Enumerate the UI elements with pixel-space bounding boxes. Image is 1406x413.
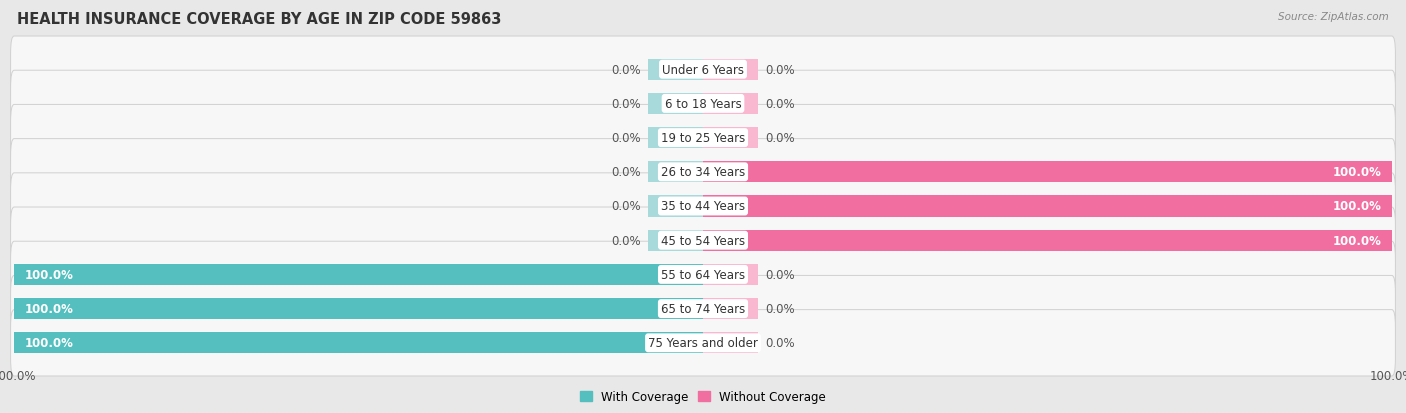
Text: 100.0%: 100.0% (1333, 234, 1382, 247)
Text: 0.0%: 0.0% (765, 132, 794, 145)
Text: 0.0%: 0.0% (765, 97, 794, 111)
Text: 55 to 64 Years: 55 to 64 Years (661, 268, 745, 281)
Bar (703, 196, 1392, 217)
Bar (648, 94, 703, 115)
Bar (703, 264, 758, 285)
Text: Source: ZipAtlas.com: Source: ZipAtlas.com (1278, 12, 1389, 22)
Text: 0.0%: 0.0% (612, 234, 641, 247)
Bar (703, 298, 758, 319)
Text: 100.0%: 100.0% (24, 337, 73, 349)
Text: 35 to 44 Years: 35 to 44 Years (661, 200, 745, 213)
Text: 0.0%: 0.0% (765, 268, 794, 281)
Bar (648, 162, 703, 183)
Text: 0.0%: 0.0% (765, 64, 794, 76)
FancyBboxPatch shape (11, 173, 1395, 240)
FancyBboxPatch shape (11, 71, 1395, 137)
Text: 0.0%: 0.0% (765, 337, 794, 349)
Bar (703, 128, 758, 149)
FancyBboxPatch shape (11, 139, 1395, 206)
FancyBboxPatch shape (11, 276, 1395, 342)
Text: 100.0%: 100.0% (1333, 200, 1382, 213)
Bar (648, 128, 703, 149)
Bar (14, 298, 703, 319)
Bar (14, 264, 703, 285)
Text: 45 to 54 Years: 45 to 54 Years (661, 234, 745, 247)
Bar (703, 332, 758, 354)
Bar (703, 94, 758, 115)
Text: 26 to 34 Years: 26 to 34 Years (661, 166, 745, 179)
FancyBboxPatch shape (11, 105, 1395, 171)
Text: 6 to 18 Years: 6 to 18 Years (665, 97, 741, 111)
Bar (703, 59, 758, 81)
FancyBboxPatch shape (11, 207, 1395, 274)
Bar (14, 332, 703, 354)
FancyBboxPatch shape (11, 242, 1395, 308)
Legend: With Coverage, Without Coverage: With Coverage, Without Coverage (575, 385, 831, 408)
Bar (703, 230, 1392, 251)
Text: 100.0%: 100.0% (24, 268, 73, 281)
Text: Under 6 Years: Under 6 Years (662, 64, 744, 76)
Text: 0.0%: 0.0% (612, 132, 641, 145)
Bar (648, 196, 703, 217)
Text: 100.0%: 100.0% (24, 302, 73, 316)
Text: 65 to 74 Years: 65 to 74 Years (661, 302, 745, 316)
Text: 0.0%: 0.0% (612, 64, 641, 76)
Bar (703, 162, 1392, 183)
Bar (648, 230, 703, 251)
Text: 0.0%: 0.0% (765, 302, 794, 316)
Text: 0.0%: 0.0% (612, 166, 641, 179)
Text: 0.0%: 0.0% (612, 200, 641, 213)
FancyBboxPatch shape (11, 310, 1395, 376)
Bar (648, 59, 703, 81)
Text: HEALTH INSURANCE COVERAGE BY AGE IN ZIP CODE 59863: HEALTH INSURANCE COVERAGE BY AGE IN ZIP … (17, 12, 502, 27)
Text: 0.0%: 0.0% (612, 97, 641, 111)
Text: 19 to 25 Years: 19 to 25 Years (661, 132, 745, 145)
FancyBboxPatch shape (11, 37, 1395, 103)
Text: 75 Years and older: 75 Years and older (648, 337, 758, 349)
Text: 100.0%: 100.0% (1333, 166, 1382, 179)
